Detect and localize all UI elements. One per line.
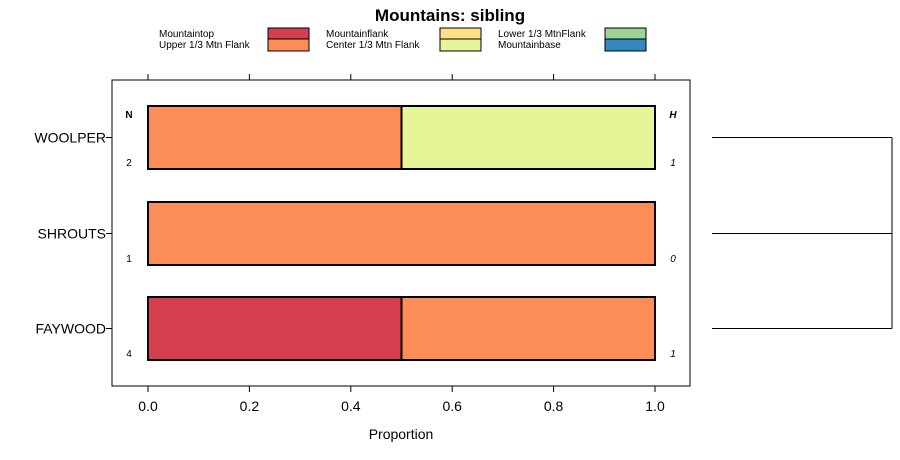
dendrogram bbox=[712, 137, 893, 329]
bar-segment bbox=[147, 296, 403, 361]
x-axis: 0.0 0.2 0.4 0.6 0.8 1.0 bbox=[138, 74, 665, 414]
x-tick-label: 0.6 bbox=[442, 398, 462, 414]
chart-title: Mountains: sibling bbox=[375, 6, 525, 25]
bars: WOOLPER 2 1 SHROUTS 1 0 FAYWOOD 4 1 bbox=[34, 105, 676, 361]
x-tick-label: 0.0 bbox=[138, 398, 158, 414]
h-value: 0 bbox=[670, 254, 676, 265]
bar-segment bbox=[147, 105, 403, 170]
n-value: 1 bbox=[126, 254, 132, 265]
bar-segment bbox=[147, 201, 656, 266]
legend-swatch bbox=[439, 27, 482, 41]
legend-swatch bbox=[604, 38, 647, 52]
legend-label: Upper 1/3 Mtn Flank bbox=[159, 40, 251, 51]
n-value: 2 bbox=[126, 158, 132, 169]
h-value: 1 bbox=[670, 349, 676, 360]
legend-label: Mountainflank bbox=[326, 29, 389, 40]
h-value: 1 bbox=[670, 158, 676, 169]
bar-segment bbox=[400, 105, 656, 170]
bar-segment bbox=[400, 296, 656, 361]
legend-swatch bbox=[267, 27, 310, 41]
legend-label: Center 1/3 Mtn Flank bbox=[326, 40, 420, 51]
h-header: H bbox=[669, 110, 677, 121]
x-axis-label: Proportion bbox=[369, 426, 434, 442]
x-tick-label: 0.2 bbox=[240, 398, 260, 414]
legend-label: Lower 1/3 MtnFlank bbox=[498, 29, 587, 40]
legend-swatch bbox=[439, 38, 482, 52]
x-tick-label: 0.8 bbox=[544, 398, 564, 414]
y-category-label: WOOLPER bbox=[34, 130, 106, 146]
legend-label: Mountaintop bbox=[159, 29, 214, 40]
n-header: N bbox=[125, 110, 132, 121]
legend-label: Mountainbase bbox=[498, 40, 561, 51]
x-tick-label: 1.0 bbox=[645, 398, 665, 414]
legend-swatch bbox=[604, 27, 647, 41]
y-category-label: SHROUTS bbox=[38, 226, 106, 242]
y-category-label: FAYWOOD bbox=[35, 321, 106, 337]
x-tick-label: 0.4 bbox=[341, 398, 361, 414]
n-value: 4 bbox=[126, 349, 132, 360]
legend-swatch bbox=[267, 38, 310, 52]
